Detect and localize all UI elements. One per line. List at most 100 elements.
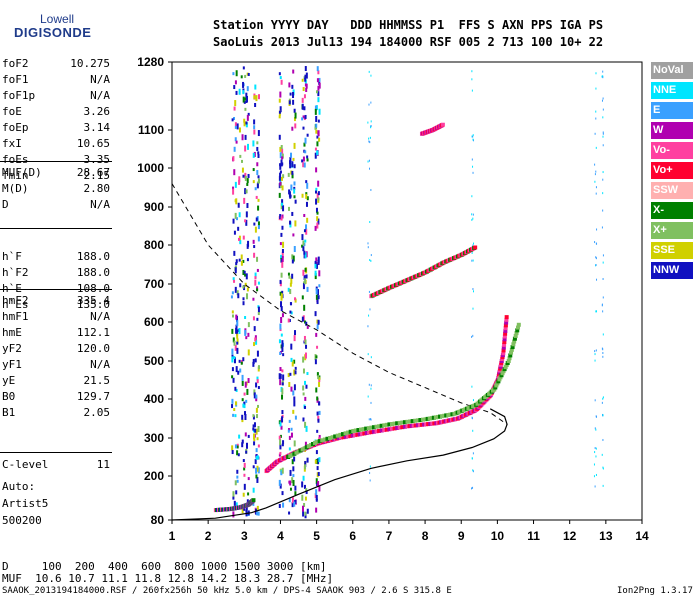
trace-echo <box>364 426 369 431</box>
noise-echo <box>305 192 308 196</box>
noise-echo <box>244 172 247 179</box>
noise-echo <box>242 301 245 306</box>
noise-echo <box>252 465 255 469</box>
noise-echo <box>302 283 305 290</box>
noise-echo <box>291 259 294 264</box>
noise-echo <box>601 75 603 78</box>
noise-echo <box>316 211 319 215</box>
noise-echo <box>602 135 604 138</box>
noise-echo <box>369 167 371 170</box>
trace-echo <box>369 425 374 430</box>
noise-echo <box>370 101 372 104</box>
noise-echo <box>302 368 305 374</box>
noise-echo <box>279 146 282 152</box>
noise-echo <box>293 369 296 376</box>
noise-echo <box>317 415 320 421</box>
noise-echo <box>287 318 290 323</box>
noise-echo <box>238 176 241 183</box>
noise-echo <box>287 428 290 432</box>
noise-echo <box>279 323 282 330</box>
noise-echo <box>472 470 474 473</box>
noise-echo <box>246 178 249 184</box>
trace-echo <box>419 422 424 427</box>
noise-echo <box>238 179 241 185</box>
noise-echo <box>303 275 306 281</box>
noise-echo <box>596 278 598 281</box>
param-row-clevel: C-level 11 <box>2 458 110 472</box>
noise-echo <box>255 467 258 474</box>
noise-echo <box>236 347 239 354</box>
noise-echo <box>254 279 257 286</box>
noise-echo <box>369 479 371 482</box>
noise-echo <box>370 125 372 128</box>
noise-echo <box>253 252 256 258</box>
noise-echo <box>252 168 255 172</box>
noise-echo <box>594 180 596 183</box>
trace-echo <box>310 441 315 446</box>
param-row-foep: foEp 3.14 <box>2 121 110 135</box>
noise-echo <box>304 267 307 272</box>
noise-echo <box>305 251 308 258</box>
noise-echo <box>278 115 281 119</box>
noise-echo <box>279 152 282 159</box>
trace-echo <box>511 342 516 347</box>
param-separator <box>0 228 112 229</box>
noise-echo <box>306 286 309 292</box>
param-row-hmf1: hmF1 N/A <box>2 310 110 324</box>
noise-echo <box>301 97 304 103</box>
noise-echo <box>594 451 596 454</box>
noise-echo <box>315 294 318 300</box>
param-row-fmin: fmin 2.15 <box>2 169 110 183</box>
trace-echo <box>313 440 318 445</box>
noise-echo <box>247 434 250 438</box>
noise-echo <box>281 225 284 230</box>
noise-echo <box>243 118 246 123</box>
noise-echo <box>256 268 259 272</box>
noise-echo <box>231 450 234 455</box>
noise-echo <box>232 491 235 498</box>
noise-echo <box>231 367 234 372</box>
noise-echo <box>316 66 319 72</box>
noise-echo <box>602 484 604 487</box>
noise-echo <box>595 415 597 418</box>
noise-echo <box>472 171 474 174</box>
noise-echo <box>252 358 255 364</box>
noise-echo <box>317 197 320 201</box>
noise-echo <box>241 159 244 163</box>
noise-echo <box>292 92 295 99</box>
noise-echo <box>240 361 243 365</box>
noise-echo <box>595 146 597 149</box>
noise-echo <box>314 260 317 264</box>
trace-echo <box>502 340 507 345</box>
noise-echo <box>243 100 246 104</box>
noise-echo <box>292 479 295 486</box>
noise-echo <box>241 507 244 514</box>
legend-x: X+ <box>651 222 693 239</box>
noise-echo <box>316 429 319 433</box>
trace-echo <box>444 413 449 418</box>
noise-echo <box>238 328 241 335</box>
noise-echo <box>293 396 296 401</box>
noise-echo <box>244 188 247 195</box>
trace-echo <box>362 431 367 436</box>
noise-echo <box>316 472 319 478</box>
header-line-2: SaoLuis 2013 Jul13 194 184000 RSF 005 2 … <box>213 35 604 49</box>
noise-echo <box>305 491 308 495</box>
trace-echo <box>426 422 431 427</box>
trace-echo <box>408 419 413 424</box>
noise-echo <box>368 103 370 106</box>
trace-echo <box>516 325 521 330</box>
noise-echo <box>318 485 321 492</box>
noise-echo <box>252 316 255 321</box>
noise-echo <box>287 287 290 292</box>
noise-echo <box>317 91 320 97</box>
noise-echo <box>316 466 319 471</box>
param-name: hmF1 <box>2 310 29 323</box>
param-name: h`E <box>2 282 22 295</box>
noise-echo <box>252 415 255 420</box>
noise-echo <box>595 87 597 90</box>
legend-x: X- <box>651 202 693 219</box>
noise-echo <box>291 170 294 175</box>
param-name: C-level <box>2 458 49 471</box>
noise-echo <box>289 282 292 287</box>
